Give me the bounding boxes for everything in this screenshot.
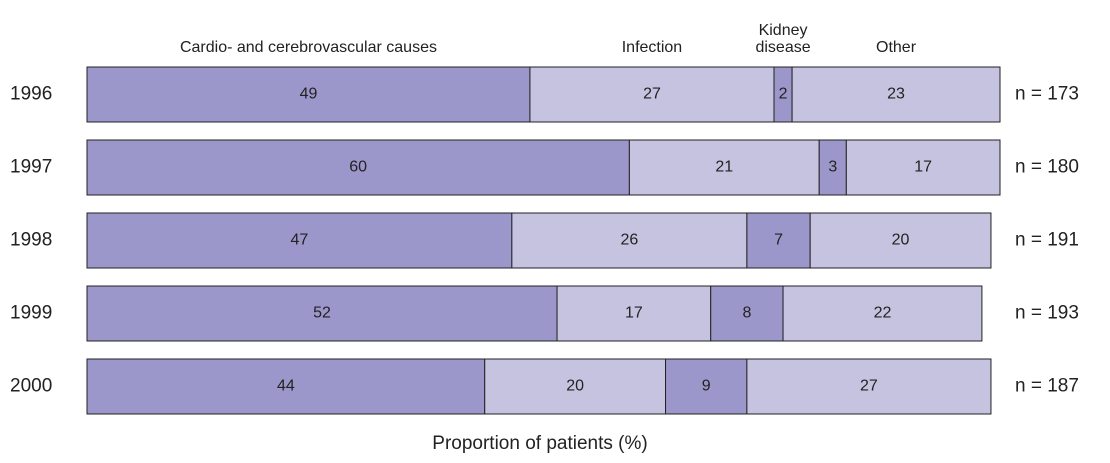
bar-segment — [529, 66, 775, 123]
y-tick-label: 1997 — [10, 157, 52, 178]
data-label: 47 — [291, 232, 309, 249]
data-label: 7 — [774, 232, 783, 249]
bar-segment — [86, 358, 486, 415]
bar-segment — [818, 139, 847, 196]
bar-segment — [556, 285, 712, 342]
bar-segment — [628, 139, 820, 196]
data-label: 26 — [620, 232, 638, 249]
data-label: 8 — [742, 305, 751, 322]
bar-segment — [746, 358, 992, 415]
data-label: 27 — [860, 378, 878, 395]
annotation: n = 191 — [1015, 230, 1079, 251]
bar-segment — [665, 358, 748, 415]
legend-label: Other — [876, 39, 917, 56]
bar-segment — [484, 358, 667, 415]
data-label: 60 — [349, 159, 367, 176]
data-label: 2 — [779, 86, 788, 103]
annotation: n = 187 — [1015, 376, 1079, 397]
data-label: 20 — [892, 232, 910, 249]
legend-label: Cardio- and cerebrovascular causes — [179, 39, 437, 56]
bar-segment — [511, 212, 748, 269]
data-label: 52 — [313, 305, 331, 322]
data-label: 27 — [643, 86, 661, 103]
annotation: n = 180 — [1015, 157, 1079, 178]
bar-segment — [809, 212, 992, 269]
data-label: 23 — [887, 86, 905, 103]
x-axis-label: Proportion of patients (%) — [432, 433, 647, 454]
legend-label: Kidney disease — [755, 22, 811, 56]
data-label: 44 — [277, 378, 295, 395]
data-label: 49 — [300, 86, 318, 103]
data-label: 22 — [874, 305, 892, 322]
y-tick-label: 1999 — [10, 303, 52, 324]
bar-segment — [86, 66, 531, 123]
y-tick-label: 1996 — [10, 84, 52, 105]
bar-segment — [86, 285, 558, 342]
data-label: 17 — [625, 305, 643, 322]
y-tick-label: 2000 — [10, 376, 52, 397]
data-label: 3 — [828, 159, 837, 176]
bar-segment — [86, 139, 630, 196]
data-label: 17 — [914, 159, 932, 176]
bar-segment — [845, 139, 1001, 196]
bar-segment — [86, 212, 513, 269]
bar-segment — [791, 66, 1001, 123]
y-tick-label: 1998 — [10, 230, 52, 251]
data-label: 21 — [715, 159, 733, 176]
annotation: n = 173 — [1015, 84, 1079, 105]
data-label: 9 — [702, 378, 711, 395]
bar-segment — [746, 212, 811, 269]
bar-segment — [782, 285, 983, 342]
data-label: 20 — [566, 378, 584, 395]
legend-label: Infection — [621, 39, 683, 56]
annotation: n = 193 — [1015, 303, 1079, 324]
bar-segment — [710, 285, 784, 342]
